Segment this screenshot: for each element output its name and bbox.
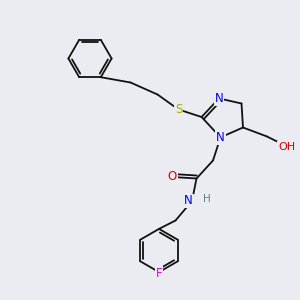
Text: N: N xyxy=(216,131,225,144)
Text: S: S xyxy=(175,103,182,116)
Text: OH: OH xyxy=(278,142,295,152)
Text: N: N xyxy=(214,92,224,105)
Text: F: F xyxy=(156,267,162,280)
Text: O: O xyxy=(168,170,177,184)
Text: N: N xyxy=(184,194,193,208)
Text: H: H xyxy=(202,194,210,205)
